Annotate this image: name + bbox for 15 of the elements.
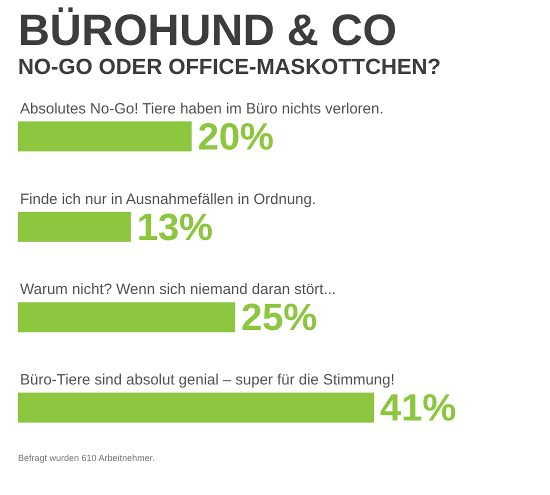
chart-subtitle: NO-GO ODER OFFICE-MASKOTTCHEN? <box>18 54 441 79</box>
data-label: 41% <box>380 388 456 430</box>
y-tick-label: Absolutes No-Go! Tiere haben im Büro nichts verloren. <box>20 100 384 118</box>
y-tick-label: Büro-Tiere sind absolut genial – super für die Stimmung! <box>20 372 395 389</box>
data-label: 20% <box>198 116 274 158</box>
bar <box>18 302 236 332</box>
text: Befragt wurden 610 Arbeitnehmer. <box>18 453 155 463</box>
y-tick-label: Warum nicht? Wenn sich niemand daran stört... <box>20 281 336 298</box>
bar <box>18 392 374 423</box>
bar <box>18 121 192 152</box>
data-label: 25% <box>241 297 318 340</box>
chart-title: BÜROHUND & CO <box>18 6 397 55</box>
data-label: 13% <box>136 206 213 249</box>
y-tick-label: Finde ich nur in Ausnahmefällen in Ordnung. <box>20 190 316 208</box>
bar <box>18 212 131 242</box>
